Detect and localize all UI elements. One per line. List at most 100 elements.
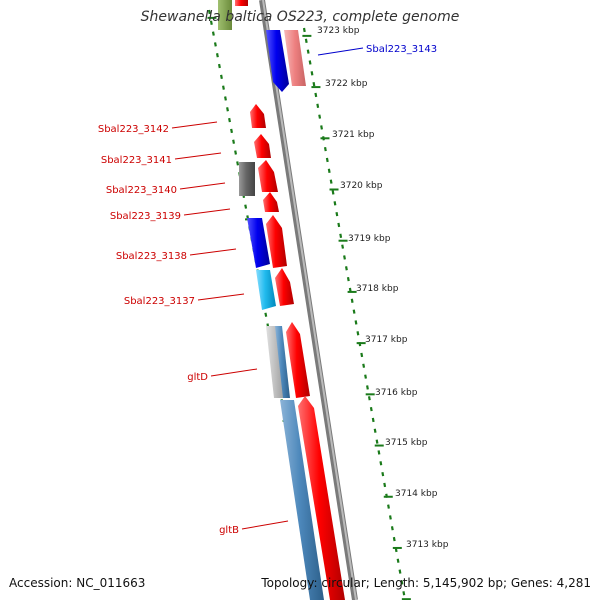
outer-dashed-line xyxy=(308,60,312,65)
inner-dashed-line xyxy=(215,53,219,58)
outer-dashed-line xyxy=(387,504,390,509)
inner-dashed-line xyxy=(220,74,223,80)
genome-backbone-highlight xyxy=(262,0,357,600)
label-sbal223-3143[interactable]: Sbal223_3143 xyxy=(366,44,437,55)
gene-sbal223-3137[interactable] xyxy=(275,268,294,306)
gene-sbal223-3139[interactable] xyxy=(263,192,279,212)
gene-sbal223-3138[interactable] xyxy=(266,215,287,268)
outer-dashed-line xyxy=(388,515,392,520)
kbp-ruler: 3723 kbp 3722 kbp 3721 kbp 3720 kbp 3719… xyxy=(317,26,449,550)
ruler-tick-label: 3723 kbp xyxy=(317,26,360,36)
outer-dashed-line xyxy=(352,309,356,314)
outer-dashed-line xyxy=(329,179,333,184)
label-sbal223-3140[interactable]: Sbal223_3140 xyxy=(106,185,177,196)
ruler-tick-label: 3718 kbp xyxy=(356,284,399,294)
outer-dashed-line xyxy=(360,352,364,358)
outer-dashed-line xyxy=(390,526,394,531)
gene-sbal223-3138-reverse[interactable] xyxy=(247,218,270,268)
outer-dashed-line xyxy=(381,471,385,477)
leader-gltB xyxy=(241,520,289,530)
outer-dashed-line xyxy=(402,591,406,596)
outer-dashed-line xyxy=(362,363,366,368)
outer-dashed-line xyxy=(369,406,373,412)
leader-sbal223-3141 xyxy=(174,152,222,160)
gene-sbal223-3140[interactable] xyxy=(258,160,278,192)
feature-sbal223-3140-other[interactable] xyxy=(239,162,255,196)
outer-dashed-line xyxy=(375,439,379,444)
label-sbal223-3139[interactable]: Sbal223_3139 xyxy=(110,211,181,222)
leader-sbal223-3139 xyxy=(183,208,231,216)
ruler-tick-label: 3716 kbp xyxy=(375,388,418,398)
ruler-tick-label: 3715 kbp xyxy=(385,438,428,448)
outer-dashed-line xyxy=(310,71,314,76)
outer-dashed-line xyxy=(335,211,339,217)
inner-dashed-line xyxy=(234,150,238,155)
outer-dashed-line xyxy=(320,125,323,130)
leader-sbal223-3140 xyxy=(179,182,226,190)
outer-dashed-line xyxy=(339,233,343,238)
outer-dashed-line xyxy=(333,201,337,206)
outer-dashed-line xyxy=(354,320,358,325)
ruler-tick-label: 3713 kbp xyxy=(406,540,449,550)
inner-dashed-line xyxy=(230,128,233,134)
label-sbal223-3138[interactable]: Sbal223_3138 xyxy=(116,251,187,262)
partial-feature-green xyxy=(218,0,232,30)
ruler-tick-label: 3722 kbp xyxy=(325,79,368,89)
map-title: Shewanella baltica OS223, complete genom… xyxy=(140,9,460,25)
outer-dashed-line xyxy=(377,450,381,455)
inner-dashed-line xyxy=(228,117,231,123)
inner-dashed-line xyxy=(213,42,217,47)
outer-dashed-line xyxy=(398,569,402,574)
label-sbal223-3141[interactable]: Sbal223_3141 xyxy=(101,155,172,166)
outer-dashed-line xyxy=(373,428,377,433)
feature-gltB-steel xyxy=(280,400,324,600)
gene-sbal223-3137-reverse[interactable] xyxy=(256,270,276,310)
gene-gltD[interactable] xyxy=(286,322,310,398)
outer-dashed-line xyxy=(379,461,383,466)
feature-gltD-steel xyxy=(275,326,290,398)
outer-dashed-line xyxy=(327,168,331,173)
gene-gltB[interactable] xyxy=(298,396,345,600)
inner-dashed-line xyxy=(232,139,236,144)
partial-feature-red xyxy=(235,0,248,6)
label-sbal223-3142[interactable]: Sbal223_3142 xyxy=(98,124,169,135)
leader-sbal223-3137 xyxy=(197,293,245,301)
outer-dashed-line xyxy=(312,81,316,87)
outer-dashed-line xyxy=(302,27,306,33)
inner-dashed-line xyxy=(224,96,227,101)
label-gltB[interactable]: gltB xyxy=(219,525,239,536)
inner-dashed-line xyxy=(222,85,225,90)
outer-dashed-line xyxy=(306,49,310,54)
gene-sbal223-3141[interactable] xyxy=(254,134,271,158)
outer-dashed-line xyxy=(392,536,396,542)
ruler-tick-label: 3714 kbp xyxy=(395,489,438,499)
ruler-tick-label: 3719 kbp xyxy=(348,234,391,244)
inner-dashed-line xyxy=(217,63,221,69)
outer-dashed-line xyxy=(323,146,327,152)
genome-stats-text: Topology: circular; Length: 5,145,902 bp… xyxy=(261,576,591,590)
inner-dashed-line xyxy=(264,312,268,317)
gene-labels: Sbal223_3143 Sbal223_3142 Sbal223_3141 S… xyxy=(98,44,437,536)
outer-dashed-line xyxy=(318,114,322,119)
outer-dashed-line xyxy=(364,374,367,379)
outer-dashed-line xyxy=(367,396,371,401)
outer-dashed-line xyxy=(325,157,329,163)
ruler-tick-label: 3720 kbp xyxy=(340,181,383,191)
label-gltD[interactable]: gltD xyxy=(187,372,208,383)
gene-sbal223-3143[interactable] xyxy=(266,30,289,92)
gene-sbal223-3142[interactable] xyxy=(250,104,266,128)
outer-dashed-line xyxy=(346,276,350,282)
outer-dashed-line xyxy=(337,222,341,228)
accession-text: Accession: NC_011663 xyxy=(9,576,146,590)
outer-dashed-line xyxy=(366,385,369,390)
inner-dashed-line xyxy=(211,31,215,36)
outer-dashed-line xyxy=(341,244,345,249)
outer-dashed-line xyxy=(344,266,348,271)
label-sbal223-3137[interactable]: Sbal223_3137 xyxy=(124,296,195,307)
outer-dashed-line xyxy=(331,190,335,195)
gene-3143-neighbour[interactable] xyxy=(284,30,306,86)
outer-dashed-line xyxy=(383,482,387,488)
outer-dashed-line xyxy=(304,38,308,43)
